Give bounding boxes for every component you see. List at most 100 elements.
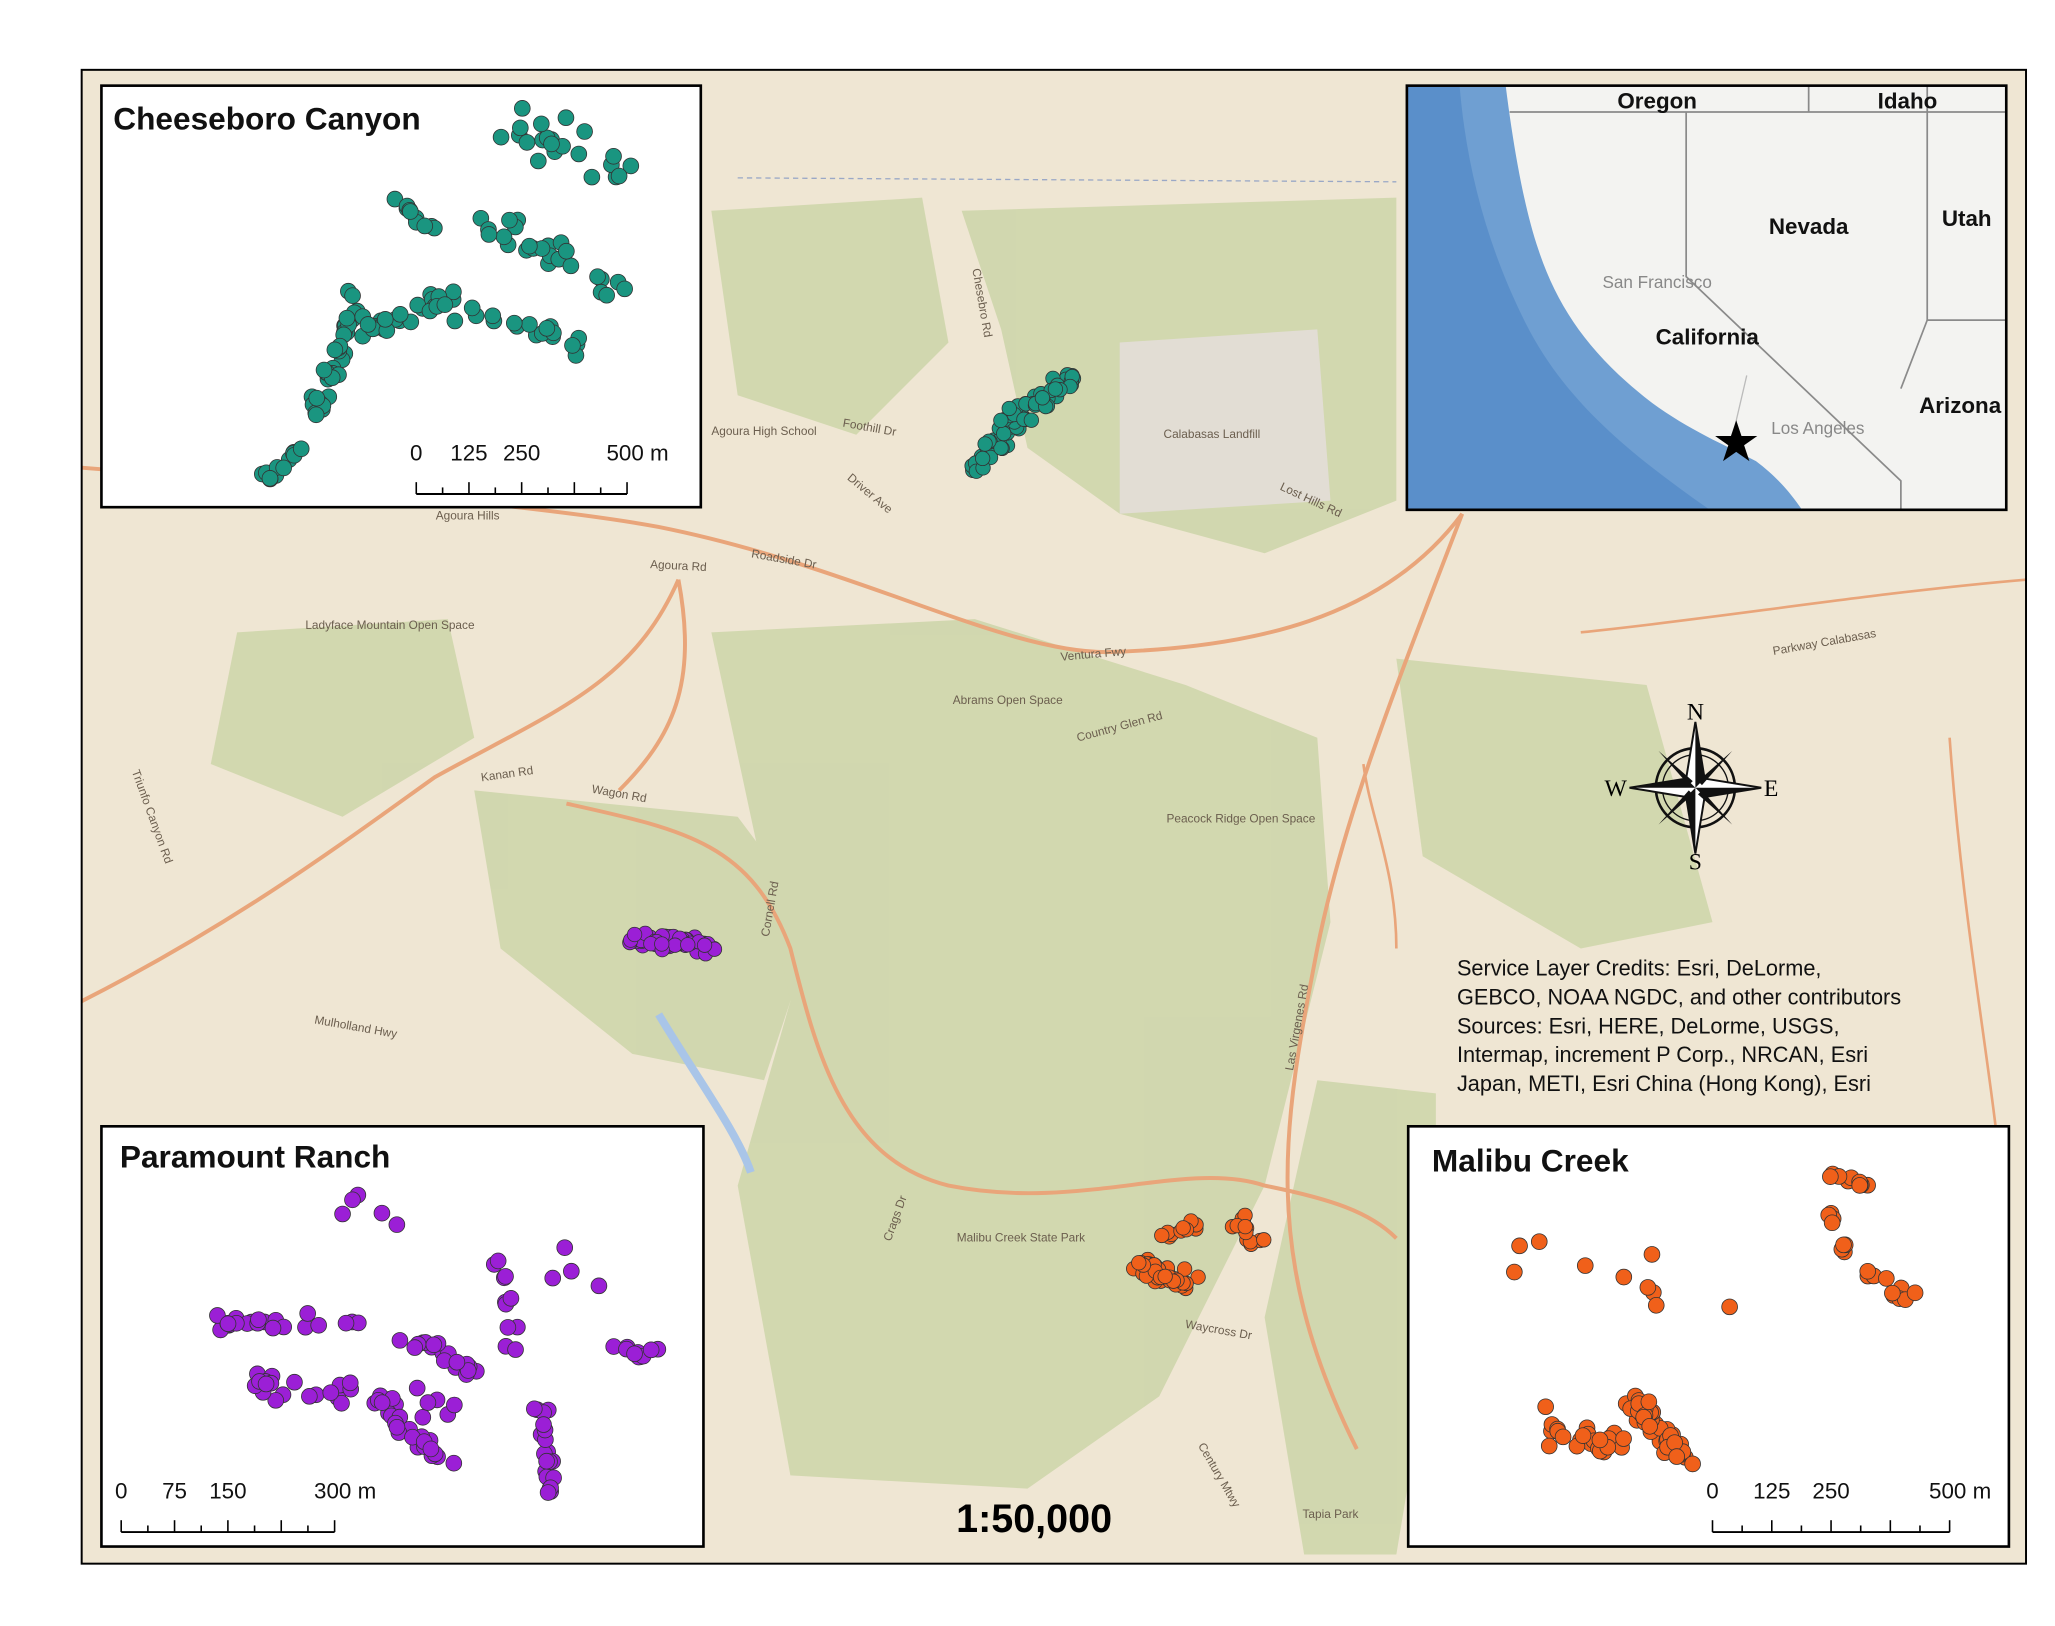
site-point xyxy=(484,307,502,325)
site-point xyxy=(974,450,991,467)
place-label: Agoura High School xyxy=(711,424,816,438)
site-point xyxy=(448,1353,466,1371)
site-point xyxy=(544,1269,562,1287)
site-point xyxy=(1530,1233,1548,1250)
scale-label: 150 xyxy=(209,1478,246,1503)
site-point xyxy=(338,309,356,327)
scale-label: 0 xyxy=(410,440,422,465)
locator-label: Utah xyxy=(1942,206,1992,231)
site-point xyxy=(219,1315,237,1332)
site-point xyxy=(696,937,713,953)
site-point xyxy=(993,412,1009,429)
site-point xyxy=(1237,1218,1253,1235)
site-point xyxy=(344,287,361,304)
site-point xyxy=(489,1252,507,1270)
locator-map: Oregon Idaho Nevada Utah California Arizona Sa… xyxy=(1405,84,2008,512)
site-point xyxy=(570,145,588,163)
site-point xyxy=(513,100,531,117)
site-point xyxy=(388,1216,406,1233)
credit-line: Japan, METI, Esri China (Hong Kong), Esr… xyxy=(1457,1071,1871,1096)
scale-label: 500 m xyxy=(606,440,668,465)
site-point xyxy=(576,123,593,140)
site-point xyxy=(1851,1177,1869,1194)
site-point xyxy=(373,1204,391,1222)
site-point xyxy=(286,1373,303,1391)
site-point xyxy=(1175,1220,1191,1236)
site-point xyxy=(1574,1427,1592,1444)
site-point xyxy=(512,119,529,137)
site-point xyxy=(1176,1261,1193,1277)
county-line xyxy=(737,177,1397,183)
site-point xyxy=(1001,400,1017,417)
site-point xyxy=(590,1277,608,1295)
place-label: Agoura Hills xyxy=(436,509,500,523)
site-point xyxy=(337,1314,355,1332)
site-point xyxy=(626,1345,643,1363)
inset-map: Malibu Creek 0 125 250 500 m xyxy=(1406,1125,2011,1548)
site-point xyxy=(1047,381,1064,397)
site-point xyxy=(406,1339,424,1356)
site-point xyxy=(391,1332,409,1349)
site-point xyxy=(267,1392,285,1409)
locator-label: Arizona xyxy=(1919,393,2002,418)
site-point xyxy=(543,135,560,153)
site-point xyxy=(408,1379,426,1397)
site-point xyxy=(436,296,454,313)
scale-label: 250 xyxy=(503,440,540,465)
site-point xyxy=(1537,1398,1554,1416)
site-point xyxy=(556,1239,574,1256)
site-point xyxy=(996,425,1012,442)
site-point xyxy=(373,1394,391,1411)
site-point xyxy=(610,167,628,185)
site-point xyxy=(402,203,419,220)
site-point xyxy=(1034,390,1051,406)
site-point xyxy=(301,1388,318,1405)
site-point xyxy=(310,1316,327,1334)
scale-label: 125 xyxy=(1753,1478,1790,1503)
locator-label: San Francisco xyxy=(1602,273,1711,292)
credit-line: Intermap, increment P Corp., NRCAN, Esri xyxy=(1457,1042,1868,1067)
site-point xyxy=(1554,1428,1572,1446)
place-label: Agoura Rd xyxy=(650,557,707,574)
site-point xyxy=(538,1452,555,1470)
site-point xyxy=(626,926,643,943)
site-point xyxy=(497,1268,514,1285)
site-point xyxy=(344,1191,361,1209)
site-point xyxy=(419,1394,437,1411)
site-point xyxy=(1666,1434,1683,1451)
site-point xyxy=(292,440,310,458)
place-label: Ladyface Mountain Open Space xyxy=(305,618,475,632)
site-point xyxy=(558,242,575,260)
site-point xyxy=(499,1319,517,1336)
site-point xyxy=(1643,1246,1661,1263)
place-label: Malibu Creek State Park xyxy=(957,1230,1085,1244)
compass-s: S xyxy=(1689,850,1702,876)
site-point xyxy=(1615,1430,1632,1447)
site-point xyxy=(507,1341,524,1358)
site-point xyxy=(1668,1448,1686,1465)
site-point xyxy=(501,211,518,229)
locator-label: California xyxy=(1656,324,1760,349)
site-point xyxy=(622,157,640,175)
site-point xyxy=(1822,1168,1839,1185)
compass-n: N xyxy=(1687,699,1704,725)
locator-label: Idaho xyxy=(1878,89,1938,114)
locator-label: Oregon xyxy=(1617,89,1697,114)
site-point xyxy=(1511,1237,1528,1255)
inset-title: Paramount Ranch xyxy=(120,1139,391,1175)
site-point xyxy=(463,299,481,317)
compass: N E S W xyxy=(1605,699,1779,875)
site-point xyxy=(642,1341,660,1359)
site-point xyxy=(1639,1279,1657,1296)
site-point xyxy=(414,1408,432,1426)
scale-label: 500 m xyxy=(1929,1478,1991,1503)
site-point xyxy=(589,268,606,285)
site-point xyxy=(1154,1227,1170,1244)
site-point xyxy=(583,168,601,186)
credit-line: GEBCO, NOAA NGDC, and other contributors xyxy=(1457,984,1901,1009)
site-point xyxy=(993,440,1009,456)
site-point xyxy=(425,1336,443,1354)
place-label: Peacock Ridge Open Space xyxy=(1166,812,1315,826)
site-point xyxy=(1640,1393,1658,1411)
